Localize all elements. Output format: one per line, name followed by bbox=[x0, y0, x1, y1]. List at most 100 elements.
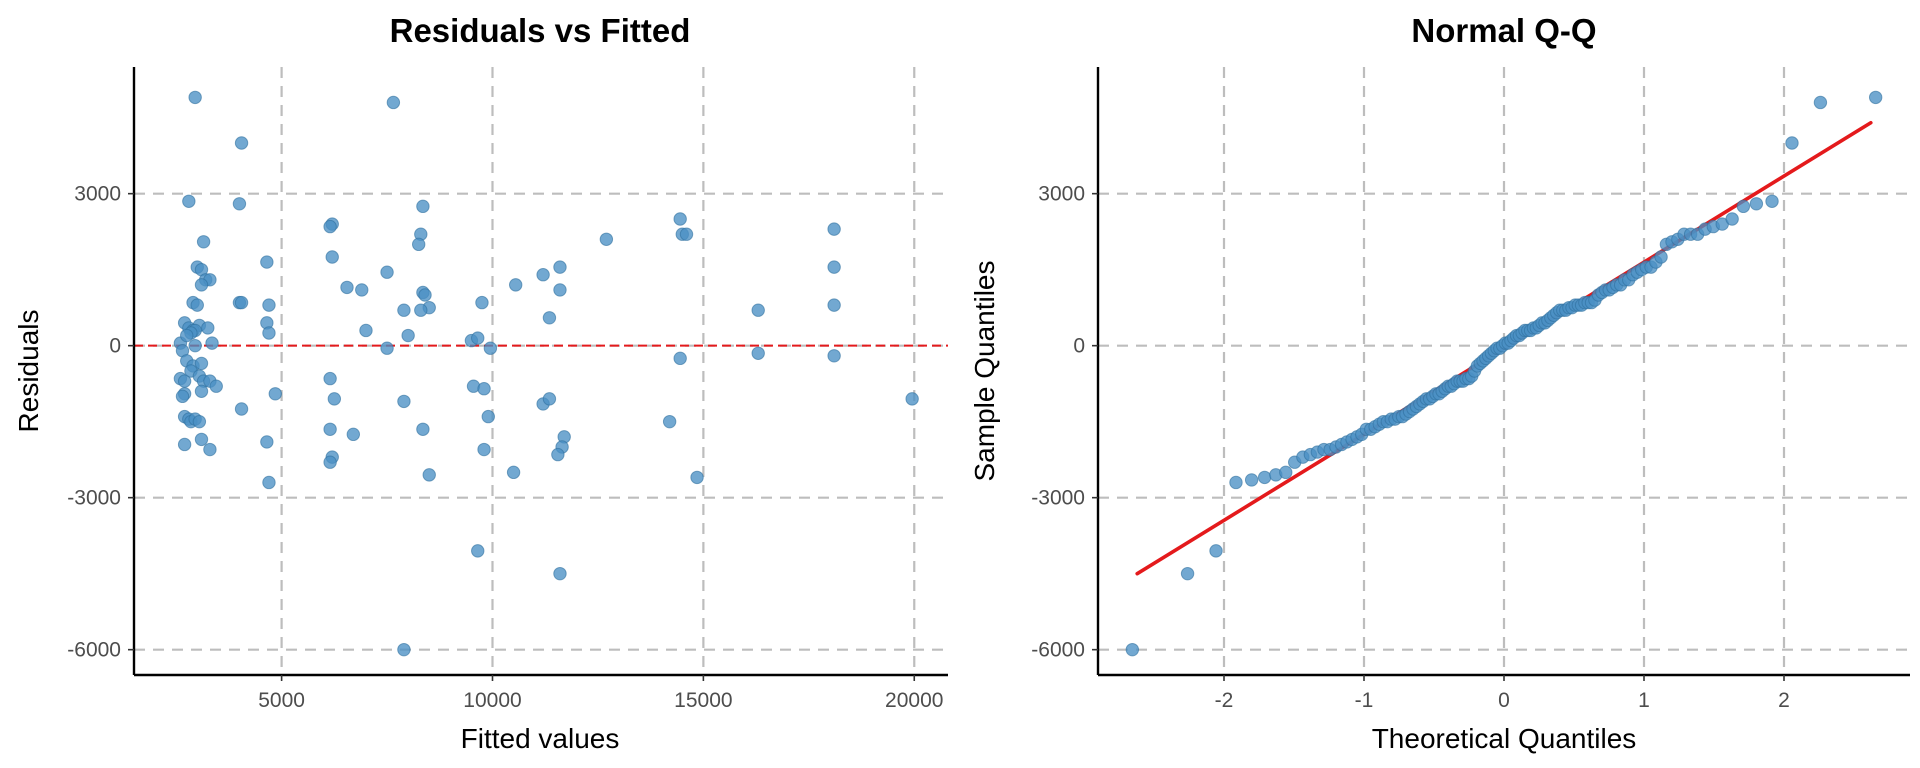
data-point bbox=[1180, 566, 1195, 581]
x-tick-label: -2 bbox=[1215, 689, 1234, 712]
data-point bbox=[1229, 475, 1243, 490]
x-tick-label: 1 bbox=[1638, 689, 1650, 712]
tick-labels: -2 -1 0 1 2 -6000 -3000 0 3000 bbox=[1031, 183, 1790, 712]
data-point bbox=[679, 227, 694, 241]
chart-title: Residuals vs Fitted bbox=[390, 12, 691, 49]
x-tick-label: 20000 bbox=[885, 689, 943, 712]
chart-title: Normal Q-Q bbox=[1411, 12, 1596, 49]
grid-lines bbox=[134, 67, 948, 675]
data-point bbox=[1654, 250, 1668, 264]
data-point bbox=[260, 255, 274, 269]
data-point bbox=[190, 298, 204, 312]
y-axis-label: Residuals bbox=[13, 310, 44, 433]
data-point bbox=[194, 432, 209, 447]
data-point bbox=[827, 349, 841, 363]
axes bbox=[1092, 67, 1910, 681]
data-point bbox=[355, 283, 369, 297]
data-point bbox=[1279, 465, 1293, 480]
data-points bbox=[173, 90, 919, 657]
y-axis-label: Sample Quantiles bbox=[969, 260, 1000, 481]
data-point bbox=[1244, 473, 1259, 487]
data-point bbox=[1785, 136, 1799, 150]
data-point bbox=[397, 303, 411, 317]
data-point bbox=[386, 95, 401, 110]
data-point bbox=[411, 237, 426, 252]
data-point bbox=[262, 298, 276, 312]
y-tick-label: 3000 bbox=[74, 183, 121, 206]
data-point bbox=[262, 326, 276, 340]
y-tick-label: -6000 bbox=[1031, 639, 1085, 662]
data-point bbox=[234, 295, 249, 310]
x-axis-label: Fitted values bbox=[461, 723, 620, 754]
data-point bbox=[175, 389, 190, 404]
data-point bbox=[262, 475, 276, 490]
data-point bbox=[827, 222, 841, 236]
x-tick-label: 2 bbox=[1778, 689, 1790, 712]
data-point bbox=[397, 642, 411, 657]
data-point bbox=[201, 321, 215, 335]
data-point bbox=[232, 197, 247, 211]
residuals-vs-fitted-panel: 5000 10000 15000 20000 -6000 -3000 0 3000 Resid… bbox=[13, 12, 948, 754]
data-point bbox=[268, 387, 282, 401]
data-point bbox=[553, 260, 567, 274]
data-point bbox=[205, 336, 219, 350]
data-point bbox=[553, 566, 567, 581]
data-point bbox=[323, 455, 337, 469]
data-point bbox=[203, 442, 217, 457]
axes bbox=[128, 67, 948, 681]
x-tick-label: 5000 bbox=[258, 689, 305, 712]
data-point bbox=[1813, 95, 1828, 110]
data-point bbox=[1765, 194, 1779, 208]
data-point bbox=[234, 402, 249, 416]
data-point bbox=[471, 544, 485, 558]
data-point bbox=[192, 414, 207, 429]
data-point bbox=[477, 442, 491, 457]
data-point bbox=[418, 288, 432, 302]
data-point bbox=[551, 447, 565, 462]
data-point bbox=[827, 298, 841, 312]
data-point bbox=[1257, 470, 1272, 485]
data-point bbox=[397, 394, 411, 409]
data-point bbox=[194, 278, 209, 292]
data-point bbox=[542, 392, 557, 406]
y-tick-label: 3000 bbox=[1038, 183, 1085, 206]
data-point bbox=[471, 331, 485, 345]
data-point bbox=[1749, 197, 1764, 211]
data-point bbox=[662, 414, 677, 429]
data-point bbox=[422, 468, 436, 482]
data-point bbox=[194, 356, 209, 371]
data-point bbox=[1209, 544, 1223, 558]
x-tick-label: 10000 bbox=[463, 689, 521, 712]
data-point bbox=[508, 278, 523, 292]
data-point bbox=[475, 295, 489, 310]
y-tick-label: -3000 bbox=[67, 487, 121, 510]
data-point bbox=[483, 341, 498, 355]
data-point bbox=[905, 392, 919, 406]
data-point bbox=[1725, 212, 1739, 226]
data-point bbox=[194, 384, 209, 398]
data-point bbox=[477, 382, 491, 396]
normal-qq-panel: -2 -1 0 1 2 -6000 -3000 0 3000 Normal Q-Q Theore… bbox=[969, 12, 1910, 754]
x-tick-label: -1 bbox=[1355, 689, 1374, 712]
data-point bbox=[751, 346, 765, 360]
tick-labels: 5000 10000 15000 20000 -6000 -3000 0 3000 bbox=[67, 183, 943, 712]
data-point bbox=[325, 250, 339, 264]
data-point bbox=[751, 303, 765, 317]
y-tick-label: 0 bbox=[1073, 335, 1085, 358]
y-tick-label: -6000 bbox=[67, 639, 121, 662]
data-point bbox=[536, 268, 550, 282]
data-point bbox=[553, 283, 567, 297]
data-point bbox=[234, 136, 249, 150]
data-point bbox=[827, 260, 841, 274]
data-point bbox=[180, 328, 194, 343]
y-tick-label: 0 bbox=[109, 335, 121, 358]
data-points bbox=[1125, 90, 1883, 657]
data-point bbox=[481, 409, 495, 424]
data-point bbox=[414, 303, 428, 317]
data-point bbox=[323, 371, 337, 386]
data-point bbox=[401, 328, 415, 343]
data-point bbox=[416, 199, 430, 214]
data-point bbox=[506, 465, 521, 480]
data-point bbox=[359, 323, 373, 338]
